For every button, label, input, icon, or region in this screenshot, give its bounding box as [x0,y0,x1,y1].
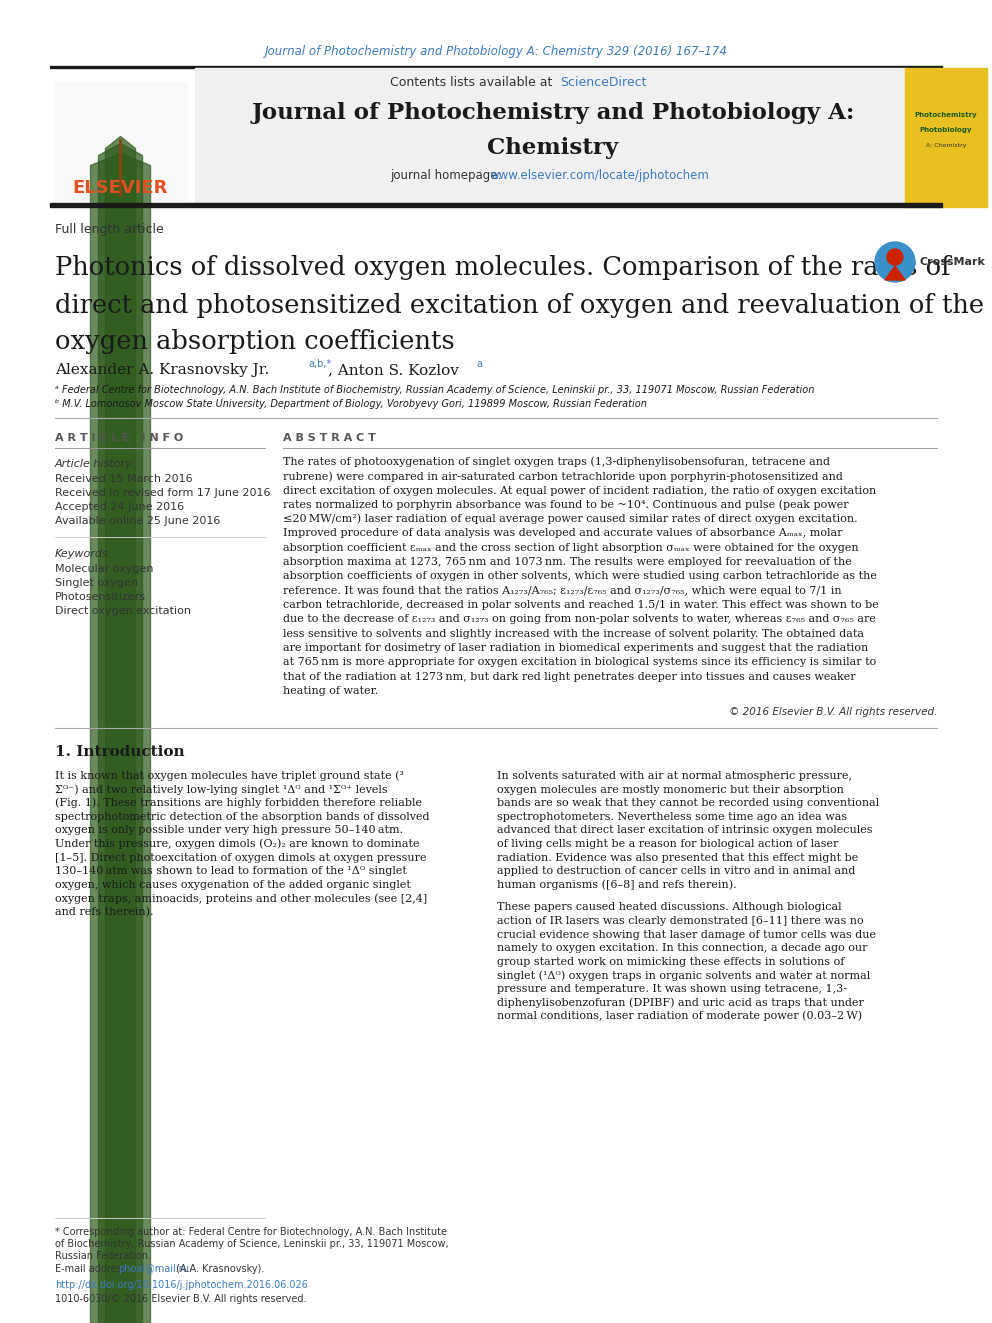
Circle shape [875,242,915,282]
Text: Full length article: Full length article [55,224,164,237]
Text: © 2016 Elsevier B.V. All rights reserved.: © 2016 Elsevier B.V. All rights reserved… [729,706,937,717]
Text: Photobiology: Photobiology [920,127,972,134]
Text: carbon tetrachloride, decreased in polar solvents and reached 1.5/1 in water. Th: carbon tetrachloride, decreased in polar… [283,601,879,610]
Text: Σᴳ⁻) and two relatively low-lying singlet ¹Δᴳ and ¹Σᴳ⁺ levels: Σᴳ⁻) and two relatively low-lying single… [55,785,388,795]
Text: crucial evidence showing that laser damage of tumor cells was due: crucial evidence showing that laser dama… [497,930,876,939]
Text: bands are so weak that they cannot be recorded using conventional: bands are so weak that they cannot be re… [497,798,879,808]
Text: phoal@mail.ru: phoal@mail.ru [118,1263,189,1274]
Text: rubrene) were compared in air-saturated carbon tetrachloride upon porphyrin-phot: rubrene) were compared in air-saturated … [283,471,843,482]
Text: Singlet oxygen: Singlet oxygen [55,578,138,587]
Text: CrossMark: CrossMark [920,257,986,267]
Text: absorption maxima at 1273, 765 nm and 1073 nm. The results were employed for ree: absorption maxima at 1273, 765 nm and 10… [283,557,852,568]
Text: A: Chemistry: A: Chemistry [926,143,966,147]
Text: [1–5]. Direct photoexcitation of oxygen dimols at oxygen pressure: [1–5]. Direct photoexcitation of oxygen … [55,852,427,863]
Text: spectrophotometric detection of the absorption bands of dissolved: spectrophotometric detection of the abso… [55,812,430,822]
Text: heating of water.: heating of water. [283,685,378,696]
Text: ᵇ M.V. Lomonosov Moscow State University, Department of Biology, Vorobyevy Gori,: ᵇ M.V. Lomonosov Moscow State University… [55,400,647,409]
Text: Journal of Photochemistry and Photobiology A: Chemistry 329 (2016) 167–174: Journal of Photochemistry and Photobiolo… [265,45,727,58]
Bar [50,66,942,67]
Text: less sensitive to solvents and slightly increased with the increase of solvent p: less sensitive to solvents and slightly … [283,628,864,639]
Text: www.elsevier.com/locate/jphotochem: www.elsevier.com/locate/jphotochem [490,169,710,183]
Text: at 765 nm is more appropriate for oxygen excitation in biological systems since : at 765 nm is more appropriate for oxygen… [283,658,876,667]
Text: Keywords:: Keywords: [55,549,112,560]
Text: Molecular oxygen: Molecular oxygen [55,564,154,574]
Text: A R T I C L E   I N F O: A R T I C L E I N F O [55,433,184,443]
Text: of Biochemistry, Russian Academy of Science, Leninskii pr., 33, 119071 Moscow,: of Biochemistry, Russian Academy of Scie… [55,1240,448,1249]
Text: and refs therein).: and refs therein). [55,906,154,917]
Text: advanced that direct laser excitation of intrinsic oxygen molecules: advanced that direct laser excitation of… [497,826,873,835]
Text: oxygen traps, aminoacids, proteins and other molecules (see [2,4]: oxygen traps, aminoacids, proteins and o… [55,893,428,904]
Text: Contents lists available at: Contents lists available at [390,77,557,90]
Text: Improved procedure of data analysis was developed and accurate values of absorba: Improved procedure of data analysis was … [283,528,842,538]
Text: of living cells might be a reason for biological action of laser: of living cells might be a reason for bi… [497,839,838,849]
Text: Article history:: Article history: [55,459,136,468]
Text: Russian Federation.: Russian Federation. [55,1252,151,1261]
Text: (A.A. Krasnovsky).: (A.A. Krasnovsky). [173,1263,265,1274]
Text: journal homepage:: journal homepage: [390,169,509,183]
Text: diphenylisobenzofuran (DPIBF) and uric acid as traps that under: diphenylisobenzofuran (DPIBF) and uric a… [497,998,864,1008]
Text: normal conditions, laser radiation of moderate power (0.03–2 W): normal conditions, laser radiation of mo… [497,1011,862,1021]
Text: It is known that oxygen molecules have triplet ground state (³: It is known that oxygen molecules have t… [55,771,404,782]
Text: Under this pressure, oxygen dimols (O₂)₂ are known to dominate: Under this pressure, oxygen dimols (O₂)₂… [55,839,420,849]
Text: * Corresponding author at: Federal Centre for Biotechnology, A.N. Bach Institute: * Corresponding author at: Federal Centr… [55,1226,447,1237]
Text: Received 15 March 2016: Received 15 March 2016 [55,474,192,484]
Text: Photonics of dissolved oxygen molecules. Comparison of the rates of: Photonics of dissolved oxygen molecules.… [55,255,950,280]
Text: human organisms ([6–8] and refs therein).: human organisms ([6–8] and refs therein)… [497,880,737,890]
Text: Photosensitizers: Photosensitizers [55,591,146,602]
Text: , Anton S. Kozlov: , Anton S. Kozlov [328,363,459,377]
Text: Chemistry: Chemistry [487,138,619,159]
Text: spectrophotometers. Nevertheless some time ago an idea was: spectrophotometers. Nevertheless some ti… [497,812,847,822]
Text: singlet (¹Δᴳ) oxygen traps in organic solvents and water at normal: singlet (¹Δᴳ) oxygen traps in organic so… [497,970,870,980]
Bar [50,202,942,206]
Text: action of IR lasers was clearly demonstrated [6–11] there was no: action of IR lasers was clearly demonstr… [497,916,864,926]
Text: Journal of Photochemistry and Photobiology A:: Journal of Photochemistry and Photobiolo… [251,102,855,124]
Text: Photochemistry: Photochemistry [915,112,977,118]
Text: rates normalized to porphyrin absorbance was found to be ~10⁴. Continuous and pu: rates normalized to porphyrin absorbance… [283,500,848,511]
Text: Available online 25 June 2016: Available online 25 June 2016 [55,516,220,527]
Bar [195,67,907,202]
Text: These papers caused heated discussions. Although biological: These papers caused heated discussions. … [497,902,841,913]
Text: E-mail address:: E-mail address: [55,1263,133,1274]
Circle shape [887,249,903,265]
Text: Accepted 24 June 2016: Accepted 24 June 2016 [55,501,185,512]
Text: Direct oxygen excitation: Direct oxygen excitation [55,606,191,617]
Text: direct excitation of oxygen molecules. At equal power of incident radiation, the: direct excitation of oxygen molecules. A… [283,486,876,496]
Text: pressure and temperature. It was shown using tetracene, 1,3-: pressure and temperature. It was shown u… [497,984,847,994]
Text: Received in revised form 17 June 2016: Received in revised form 17 June 2016 [55,488,271,497]
Text: ≤20 MW/cm²) laser radiation of equal average power caused similar rates of direc: ≤20 MW/cm²) laser radiation of equal ave… [283,513,858,524]
Bar [55,82,187,200]
Text: 130–140 atm was shown to lead to formation of the ¹Δᴳ singlet: 130–140 atm was shown to lead to formati… [55,867,407,876]
Text: group started work on mimicking these effects in solutions of: group started work on mimicking these ef… [497,957,844,967]
Text: Alexander A. Krasnovsky Jr.: Alexander A. Krasnovsky Jr. [55,363,269,377]
Text: oxygen is only possible under very high pressure 50–140 atm.: oxygen is only possible under very high … [55,826,403,835]
Text: due to the decrease of ε₁₂₇₃ and σ₁₂₇₃ on going from non-polar solvents to water: due to the decrease of ε₁₂₇₃ and σ₁₂₇₃ o… [283,614,876,624]
Text: are important for dosimetry of laser radiation in biomedical experiments and sug: are important for dosimetry of laser rad… [283,643,868,652]
Text: ELSEVIER: ELSEVIER [72,179,168,197]
Text: oxygen molecules are mostly monomeric but their absorption: oxygen molecules are mostly monomeric bu… [497,785,844,795]
Text: The rates of photooxygenation of singlet oxygen traps (1,3-diphenylisobensofuran: The rates of photooxygenation of singlet… [283,456,830,467]
Text: namely to oxygen excitation. In this connection, a decade ago our: namely to oxygen excitation. In this con… [497,943,867,953]
Text: radiation. Evidence was also presented that this effect might be: radiation. Evidence was also presented t… [497,852,858,863]
Text: ScienceDirect: ScienceDirect [560,77,647,90]
Polygon shape [885,266,905,280]
Bar [905,67,987,206]
Text: a,b,*: a,b,* [308,359,331,369]
Text: oxygen, which causes oxygenation of the added organic singlet: oxygen, which causes oxygenation of the … [55,880,411,890]
Text: absorption coefficient εₘₐₓ and the cross section of light absorption σₘₐₓ were : absorption coefficient εₘₐₓ and the cros… [283,542,859,553]
Text: http://dx.doi.org/10.1016/j.jphotochem.2016.06.026: http://dx.doi.org/10.1016/j.jphotochem.2… [55,1279,308,1290]
Text: that of the radiation at 1273 nm, but dark red light penetrates deeper into tiss: that of the radiation at 1273 nm, but da… [283,672,856,681]
Text: reference. It was found that the ratios A₁₂₇₃/A₇₆₅; ε₁₂₇₃/ε₇₆₅ and σ₁₂₇₃/σ₇₆₅, w: reference. It was found that the ratios … [283,586,841,595]
Text: a: a [476,359,482,369]
Text: 1010-6030/© 2016 Elsevier B.V. All rights reserved.: 1010-6030/© 2016 Elsevier B.V. All right… [55,1294,307,1304]
Text: applied to destruction of cancer cells in vitro and in animal and: applied to destruction of cancer cells i… [497,867,855,876]
Text: (Fig. 1). These transitions are highly forbidden therefore reliable: (Fig. 1). These transitions are highly f… [55,798,422,808]
Text: 1. Introduction: 1. Introduction [55,745,185,759]
Text: A B S T R A C T: A B S T R A C T [283,433,376,443]
Text: absorption coefficients of oxygen in other solvents, which were studied using ca: absorption coefficients of oxygen in oth… [283,572,877,581]
Text: direct and photosensitized excitation of oxygen and reevaluation of the: direct and photosensitized excitation of… [55,292,984,318]
Text: oxygen absorption coefficients: oxygen absorption coefficients [55,329,454,355]
Text: In solvents saturated with air at normal atmospheric pressure,: In solvents saturated with air at normal… [497,771,852,781]
Text: ᵃ Federal Centre for Biotechnology, A.N. Bach Institute of Biochemistry, Russian: ᵃ Federal Centre for Biotechnology, A.N.… [55,385,814,396]
